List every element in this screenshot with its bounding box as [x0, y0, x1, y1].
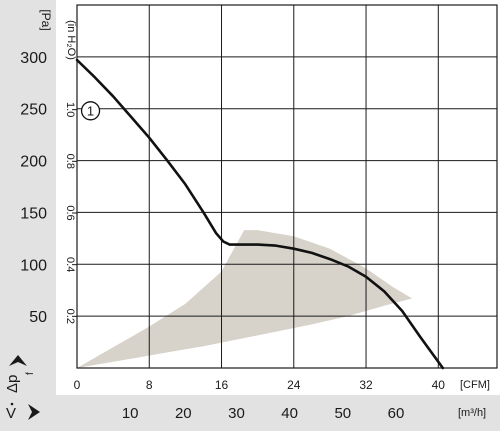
curve-layer: 1: [75, 58, 445, 370]
flow-axis-symbol: V: [6, 402, 40, 422]
pressure-arrow-icon: [9, 355, 27, 366]
y-tick-label-inh2o: 0.8: [64, 154, 76, 169]
x-tick-label-m3h: 40: [281, 405, 298, 422]
x-tick-label-cfm: 40: [432, 378, 446, 392]
bottom-label-panel: [0, 395, 500, 431]
y-tick-label-pa: 100: [20, 257, 47, 274]
performance-curve: [75, 58, 445, 370]
inh2o-unit-label: (in H₂O): [65, 20, 77, 60]
y-tick-label-inh2o: 0.2: [64, 309, 76, 324]
x-tick-label-cfm: 32: [359, 378, 373, 392]
x-tick-label-cfm: 0: [74, 378, 81, 392]
grid-layer: [72, 4, 498, 369]
cfm-unit-label: [CFM]: [460, 379, 490, 391]
flow-arrow-icon: [28, 404, 40, 420]
operating-area-layer: [77, 230, 413, 368]
tick-label-layer: 0 8 16 24 32 40 10 20 30 40 50 60 50 100 150 200 250 300 0…: [20, 50, 445, 422]
x-tick-label-m3h: 10: [122, 405, 139, 422]
plot-frame: [76, 4, 498, 369]
operating-area: [77, 230, 413, 368]
y-tick-label-pa: 300: [20, 50, 47, 67]
x-tick-label-m3h: 50: [334, 405, 351, 422]
x-tick-label-m3h: 30: [228, 405, 245, 422]
flow-symbol: V: [6, 405, 16, 422]
y-tick-label-inh2o: 0.6: [64, 205, 76, 220]
flow-dot-icon: [10, 402, 14, 406]
pressure-subscript: f: [25, 372, 36, 375]
x-tick-label-m3h: 20: [175, 405, 192, 422]
x-tick-label-cfm: 8: [146, 378, 153, 392]
left-label-panel: [0, 0, 56, 431]
y-tick-label-inh2o: 1.0: [64, 102, 76, 117]
x-tick-label-cfm: 16: [215, 378, 229, 392]
pressure-symbol: Δp: [4, 375, 21, 393]
x-tick-label-cfm: 24: [287, 378, 301, 392]
y-tick-label-pa: 200: [20, 154, 47, 171]
curve-marker-label: 1: [87, 103, 94, 118]
y-tick-label-inh2o: 0.4: [64, 257, 76, 272]
x-tick-label-m3h: 60: [388, 405, 405, 422]
pressure-axis-symbol: Δp f: [4, 355, 36, 393]
curve-marker-circle: [80, 101, 101, 121]
y-tick-label-pa: 150: [20, 205, 47, 222]
y-tick-label-pa: 50: [29, 309, 47, 326]
y-tick-label-pa: 250: [20, 102, 47, 119]
inner-scale-strip: [56, 0, 76, 395]
m3h-unit-label: [m³/h]: [458, 407, 486, 419]
pa-unit-label: [Pa]: [39, 9, 53, 30]
